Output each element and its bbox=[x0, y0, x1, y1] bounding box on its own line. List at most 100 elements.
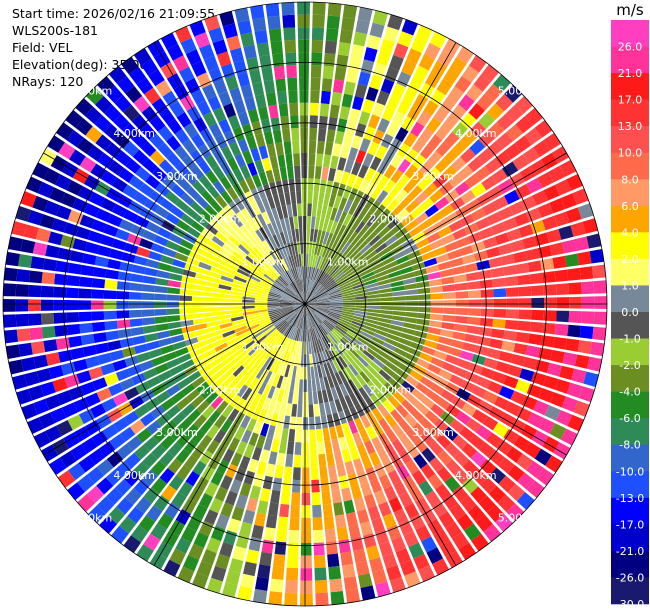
gate-cell bbox=[382, 255, 396, 266]
gate-cell bbox=[329, 299, 343, 302]
gate-cell bbox=[275, 219, 283, 233]
ring-label: 2.00km bbox=[370, 213, 412, 226]
gate-cell bbox=[380, 305, 394, 311]
gate-cell bbox=[479, 477, 497, 494]
gate-cell bbox=[424, 204, 439, 218]
gate-cell bbox=[128, 67, 147, 85]
gate-cell bbox=[288, 313, 298, 324]
gate-cell bbox=[281, 427, 289, 442]
gate-cell bbox=[66, 180, 83, 196]
gate-cell bbox=[254, 29, 268, 45]
gate-cell bbox=[336, 275, 348, 284]
gate-cell bbox=[178, 66, 195, 83]
gate-cell bbox=[288, 284, 298, 295]
gate-cell bbox=[277, 154, 286, 168]
gate-cell bbox=[301, 480, 310, 493]
gate-cell bbox=[295, 295, 305, 304]
gate-cell bbox=[232, 322, 246, 330]
gate-cell bbox=[431, 501, 448, 518]
gate-cell bbox=[361, 271, 375, 280]
gate-cell bbox=[503, 375, 519, 389]
gate-cell bbox=[347, 173, 357, 188]
gate-cell bbox=[459, 245, 474, 257]
colorbar-swatch bbox=[611, 285, 649, 313]
gate-cell bbox=[235, 272, 248, 280]
gate-cell bbox=[119, 337, 134, 349]
gate-cell bbox=[355, 339, 368, 350]
gate-cell bbox=[64, 374, 80, 389]
gate-cell bbox=[453, 366, 468, 379]
gate-cell bbox=[203, 55, 219, 72]
gate-cell bbox=[305, 316, 307, 330]
gate-cell bbox=[134, 343, 149, 355]
gate-cell bbox=[243, 289, 256, 295]
gate-cell bbox=[146, 375, 162, 389]
gate-cell bbox=[400, 214, 414, 227]
gate-cell bbox=[419, 197, 434, 211]
gate-cell bbox=[219, 11, 235, 27]
gate-cell bbox=[453, 468, 470, 485]
gate-cell bbox=[288, 529, 300, 543]
gate-cell bbox=[150, 405, 166, 419]
gate-cell bbox=[192, 180, 206, 195]
gate-cell bbox=[282, 128, 291, 142]
gate-cell bbox=[343, 351, 355, 364]
gate-cell bbox=[181, 325, 195, 334]
gate-cell bbox=[124, 242, 139, 254]
gate-cell bbox=[341, 289, 354, 295]
gate-cell bbox=[343, 381, 354, 395]
gate-cell bbox=[297, 1, 311, 15]
gate-cell bbox=[306, 241, 310, 254]
radial-line bbox=[304, 303, 567, 456]
gate-cell bbox=[406, 393, 420, 407]
gate-cell bbox=[290, 242, 296, 256]
gate-cell bbox=[316, 339, 322, 353]
gate-cell bbox=[105, 269, 120, 280]
gate-cell bbox=[326, 333, 336, 346]
gate-cell bbox=[370, 217, 383, 231]
gate-cell bbox=[174, 347, 189, 357]
gate-cell bbox=[285, 377, 292, 391]
gate-cell bbox=[133, 479, 150, 496]
gate-cell bbox=[412, 336, 426, 345]
gate-cell bbox=[339, 282, 352, 290]
gate-cell bbox=[324, 401, 332, 416]
ring-label: 3.00km bbox=[412, 170, 454, 183]
gate-cell bbox=[65, 300, 79, 311]
gate-cell bbox=[354, 258, 367, 268]
gate-cell bbox=[407, 76, 423, 93]
gate-cell bbox=[341, 487, 352, 502]
gate-cell bbox=[116, 310, 130, 319]
gate-cell bbox=[285, 286, 296, 296]
gate-cell bbox=[286, 285, 297, 296]
gate-cell bbox=[36, 368, 52, 383]
gate-cell bbox=[99, 515, 118, 534]
gate-cell bbox=[460, 495, 477, 513]
gate-cell bbox=[430, 403, 445, 418]
gate-cell bbox=[268, 293, 281, 299]
gate-cell bbox=[326, 129, 336, 143]
gate-cell bbox=[260, 423, 270, 437]
gate-cell bbox=[372, 102, 385, 118]
gate-cell bbox=[416, 281, 430, 289]
gate-cell bbox=[122, 184, 138, 199]
gate-cell bbox=[333, 222, 343, 236]
gate-cell bbox=[441, 165, 457, 181]
gate-cell bbox=[144, 87, 161, 105]
gate-cell bbox=[294, 315, 301, 328]
gate-cell bbox=[435, 124, 451, 141]
gate-cell bbox=[317, 352, 323, 366]
gate-cell bbox=[288, 339, 295, 353]
gate-cell bbox=[60, 234, 76, 249]
gate-cell bbox=[419, 376, 434, 389]
gate-cell bbox=[464, 262, 478, 273]
gate-cell bbox=[79, 156, 97, 173]
gate-cell bbox=[324, 279, 335, 289]
gate-cell bbox=[317, 256, 324, 269]
gate-cell bbox=[479, 279, 494, 289]
gate-cell bbox=[244, 359, 256, 371]
gate-cell bbox=[309, 441, 317, 455]
gate-cell bbox=[409, 407, 424, 422]
gate-cell bbox=[334, 372, 343, 386]
gate-cell bbox=[309, 429, 316, 443]
